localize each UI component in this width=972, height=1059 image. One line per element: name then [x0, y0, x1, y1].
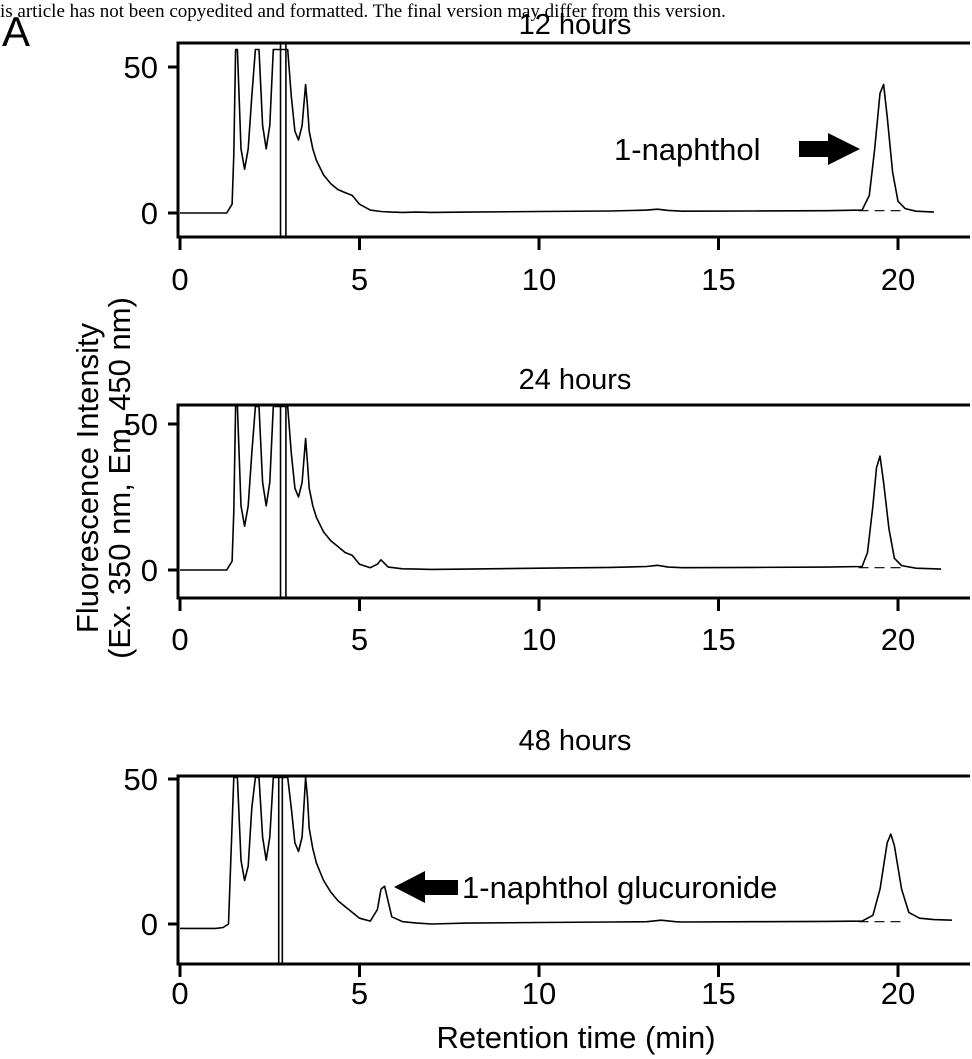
y-tick-label-0: 0 [141, 553, 158, 588]
x-tick-label-15: 15 [701, 262, 735, 297]
x-tick-label-15: 15 [701, 976, 735, 1011]
chromatogram-trace-2 [180, 405, 942, 571]
chart-panel-3: 48 hours 0 50 0 5 10 15 20 1-naphthol glucuronid… [124, 725, 970, 1011]
chromatogram-trace-1 [180, 48, 934, 214]
arrow-left-icon [394, 871, 458, 903]
panel-title-1: 12 hours [519, 9, 632, 41]
x-tick-label-20: 20 [881, 976, 915, 1011]
y-axis-label-line2: (Ex. 350 nm, Em. 450 nm) [102, 297, 137, 659]
panel-title-3: 48 hours [519, 725, 632, 757]
x-tick-label-10: 10 [522, 262, 556, 297]
panel-title-2: 24 hours [519, 364, 632, 396]
x-tick-label-20: 20 [881, 262, 915, 297]
panel-letter: A [2, 8, 30, 55]
y-tick-label-50: 50 [124, 407, 158, 442]
x-tick-label-0: 0 [171, 976, 188, 1011]
x-tick-label-5: 5 [351, 262, 368, 297]
arrow-right-icon [799, 133, 860, 165]
x-axis-label: Retention time (min) [436, 1020, 715, 1055]
copyedit-banner: is article has not been copyedited and f… [0, 1, 726, 22]
x-tick-label-0: 0 [171, 622, 188, 657]
chromatogram-trace-3 [180, 776, 952, 930]
y-axis-label: Fluorescence Intensity (Ex. 350 nm, Em. … [70, 297, 137, 659]
y-axis-label-line1: Fluorescence Intensity [70, 322, 105, 633]
x-tick-label-10: 10 [522, 622, 556, 657]
chart-panel-2: 24 hours 0 50 0 5 10 15 20 [124, 364, 970, 657]
x-tick-label-0: 0 [171, 262, 188, 297]
y-tick-label-0: 0 [141, 907, 158, 942]
x-tick-label-5: 5 [351, 622, 368, 657]
x-tick-label-5: 5 [351, 976, 368, 1011]
y-tick-label-0: 0 [141, 196, 158, 231]
chart-panel-1: 12 hours 0 50 0 5 10 15 20 1-naphthol [124, 9, 970, 297]
annotation-1-naphthol: 1-naphthol [614, 132, 761, 167]
x-tick-label-15: 15 [701, 622, 735, 657]
x-tick-label-10: 10 [522, 976, 556, 1011]
x-tick-label-20: 20 [881, 622, 915, 657]
y-tick-label-50: 50 [124, 762, 158, 797]
annotation-glucuronide: 1-naphthol glucuronide [462, 870, 777, 905]
y-tick-label-50: 50 [124, 50, 158, 85]
